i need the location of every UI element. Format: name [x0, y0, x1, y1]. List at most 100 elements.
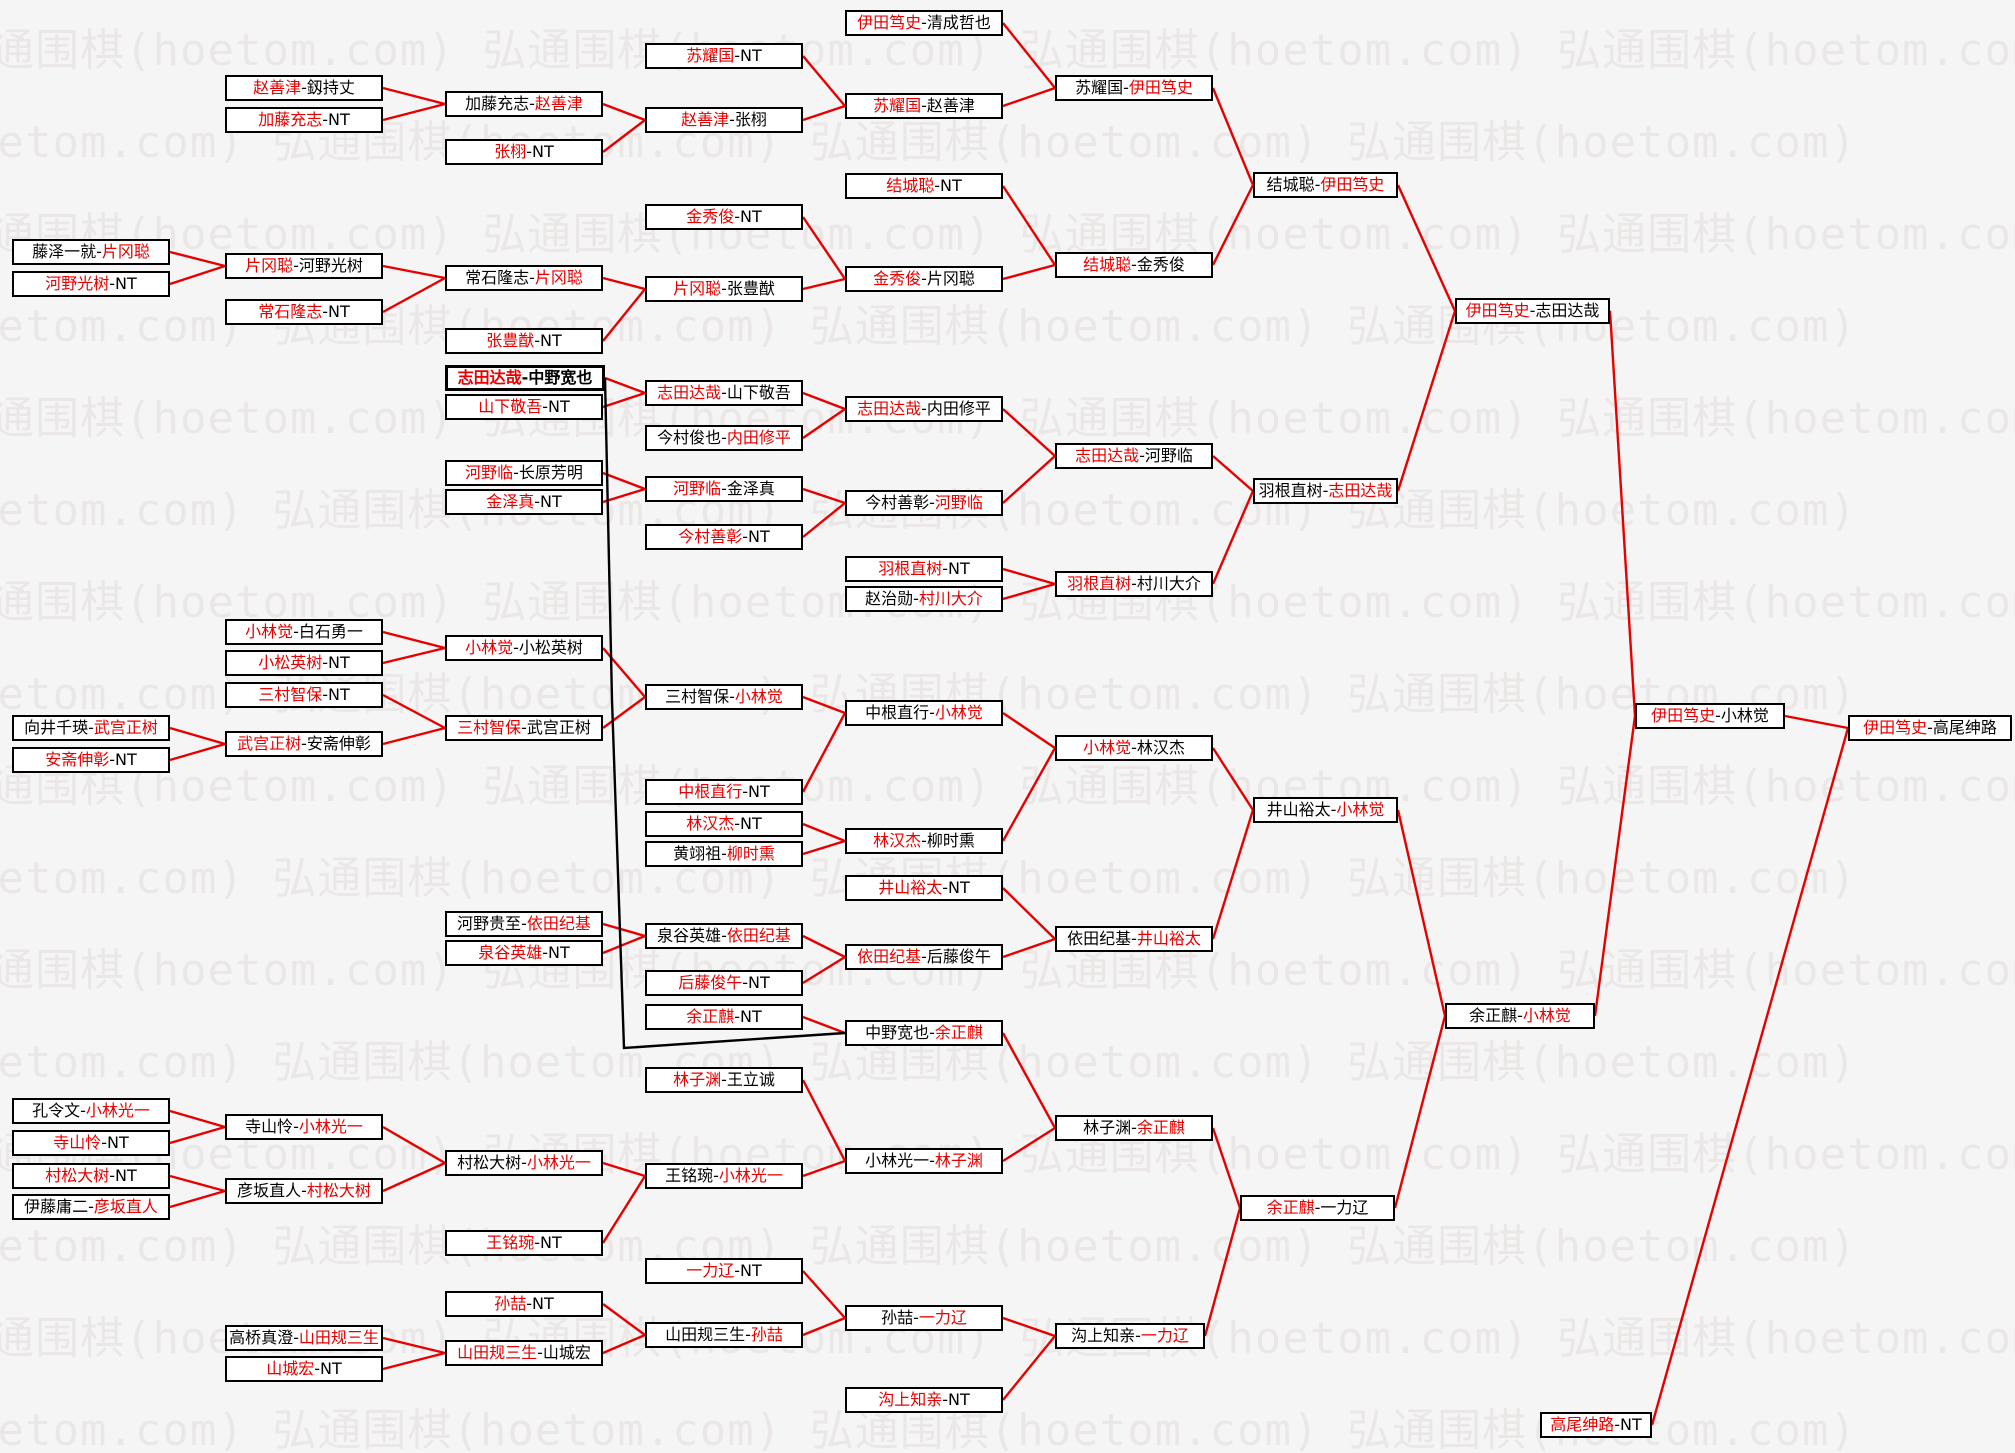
- player-right: NT: [540, 492, 562, 511]
- connector-n18-n19: [382, 276, 446, 314]
- player-left-winner: 片冈聪: [245, 256, 294, 275]
- connector-n62-n65: [1001, 1032, 1057, 1129]
- connector-n04-n05: [382, 102, 446, 122]
- player-left: 彦坂直人: [237, 1181, 302, 1200]
- separator: -: [80, 1101, 86, 1120]
- connector-n23-n25: [604, 376, 646, 395]
- match-box-n37: 羽根直树-志田达哉: [1253, 478, 1398, 504]
- match-box-n40: 小林觉-小松英树: [445, 635, 603, 661]
- match-box-n88: 高尾绅路-NT: [1540, 1412, 1652, 1438]
- connector-n42-n44: [169, 726, 226, 746]
- player-right-winner: 柳时熏: [726, 844, 775, 863]
- match-box-n45: 三村智保-武宫正树: [445, 715, 603, 741]
- player-right: NT: [532, 1294, 554, 1313]
- separator: -: [109, 1166, 116, 1185]
- match-box-n56: 泉谷英雄-依田纪基: [645, 923, 803, 949]
- match-box-n47: 中根直行-NT: [645, 779, 803, 805]
- player-left-winner: 苏耀国: [686, 46, 735, 65]
- player-left-winner: 高尾绅路: [1550, 1415, 1615, 1434]
- match-box-n02: 苏耀国-NT: [645, 43, 803, 69]
- player-right: 内田修平: [926, 399, 991, 418]
- separator: -: [1927, 718, 1933, 737]
- connector-n72-n74: [602, 1161, 646, 1178]
- match-box-n55: 泉谷英雄-NT: [445, 940, 603, 966]
- match-box-n84: 余正麒-一力辽: [1240, 1195, 1395, 1221]
- player-left: 今村俊也: [657, 428, 722, 447]
- match-box-n80: 山田规三生-孙喆: [645, 1322, 803, 1348]
- match-box-n41: 三村智保-NT: [225, 682, 383, 708]
- separator: -: [534, 331, 541, 350]
- player-left: 依田纪基: [1067, 929, 1132, 948]
- match-box-n36: 羽根直树-村川大介: [1055, 571, 1213, 597]
- match-box-n09: 苏耀国-伊田笃史: [1055, 75, 1213, 101]
- match-box-n61: 余正麒-NT: [645, 1004, 803, 1030]
- player-right: NT: [948, 559, 970, 578]
- match-box-n21: 片冈聪-张豊猷: [645, 276, 803, 302]
- player-left-winner: 林汉杰: [873, 831, 922, 850]
- player-right: NT: [948, 878, 970, 897]
- player-left-winner: 伊田笃史: [1651, 706, 1716, 725]
- separator: -: [734, 1261, 741, 1280]
- separator: -: [529, 94, 535, 113]
- player-left-winner: 伊田笃史: [1465, 301, 1530, 320]
- match-box-n05: 加藤充志-赵善津: [445, 91, 603, 117]
- separator: -: [721, 479, 727, 498]
- player-right: 釼持丈: [306, 78, 355, 97]
- match-box-n69: 村松大树-NT: [12, 1163, 170, 1189]
- player-right: NT: [740, 46, 762, 65]
- connector-n12-n13: [1002, 263, 1056, 281]
- connector-n55-n56: [602, 934, 646, 955]
- separator: -: [921, 831, 927, 850]
- match-box-n86: 伊田笃史-小林觉: [1635, 703, 1785, 729]
- match-box-n26: 今村俊也-内田修平: [645, 425, 803, 451]
- match-box-n63: 林子渊-王立诚: [645, 1067, 803, 1093]
- separator: -: [88, 718, 94, 737]
- player-right-winner: 村松大树: [306, 1181, 371, 1200]
- player-right: 长原芳明: [518, 463, 583, 482]
- player-right: 王立诚: [726, 1070, 775, 1089]
- separator: -: [921, 96, 927, 115]
- player-right-winner: 小林光一: [526, 1153, 591, 1172]
- connector-n78-n79: [382, 1351, 446, 1371]
- player-left-winner: 山城宏: [266, 1359, 315, 1378]
- player-left-winner: 金秀俊: [873, 269, 922, 288]
- connector-n83-n84: [1203, 1207, 1242, 1337]
- player-left-winner: 林汉杰: [686, 814, 735, 833]
- match-box-n16: 河野光树-NT: [12, 271, 170, 297]
- player-right: NT: [748, 527, 770, 546]
- connector-n47-n48: [801, 712, 847, 793]
- match-box-n73: 王铭琬-NT: [445, 1230, 603, 1256]
- separator: -: [542, 397, 549, 416]
- connector-n25-n27: [802, 391, 846, 411]
- separator: -: [1322, 481, 1329, 500]
- connector-n70-n71: [169, 1189, 226, 1209]
- separator: -: [293, 622, 299, 641]
- separator: -: [96, 242, 102, 261]
- connector-n28-n30: [602, 471, 646, 491]
- player-left-winner: 河野临: [673, 479, 722, 498]
- match-box-n24: 山下敬吾-NT: [445, 394, 603, 420]
- player-left-winner: 苏耀国: [873, 96, 922, 115]
- separator: -: [513, 638, 519, 657]
- separator: -: [301, 78, 307, 97]
- connector-n06-n07: [602, 119, 646, 153]
- match-box-n77: 高桥真澄-山田规三生: [225, 1325, 383, 1351]
- match-box-n49: 林汉杰-NT: [645, 811, 803, 837]
- player-left-winner: 余正麒: [1266, 1198, 1315, 1217]
- player-left-winner: 伊田笃史: [1863, 718, 1928, 737]
- player-right: 一力辽: [1320, 1198, 1369, 1217]
- player-left: 河野贵至: [457, 914, 522, 933]
- match-box-n03: 赵善津-釼持丈: [225, 75, 383, 101]
- separator: -: [1135, 1326, 1141, 1345]
- separator: -: [721, 926, 727, 945]
- connector-n17-n19: [382, 264, 446, 280]
- match-box-n13: 结城聪-金秀俊: [1055, 252, 1213, 278]
- connector-n80-n81: [802, 1316, 846, 1337]
- match-box-n27: 志田达哉-内田修平: [845, 396, 1003, 422]
- player-right-winner: 依田纪基: [726, 926, 791, 945]
- player-right: NT: [948, 1390, 970, 1409]
- player-left-winner: 羽根直树: [1067, 574, 1132, 593]
- separator: -: [322, 110, 329, 129]
- player-right: 山城宏: [542, 1343, 591, 1362]
